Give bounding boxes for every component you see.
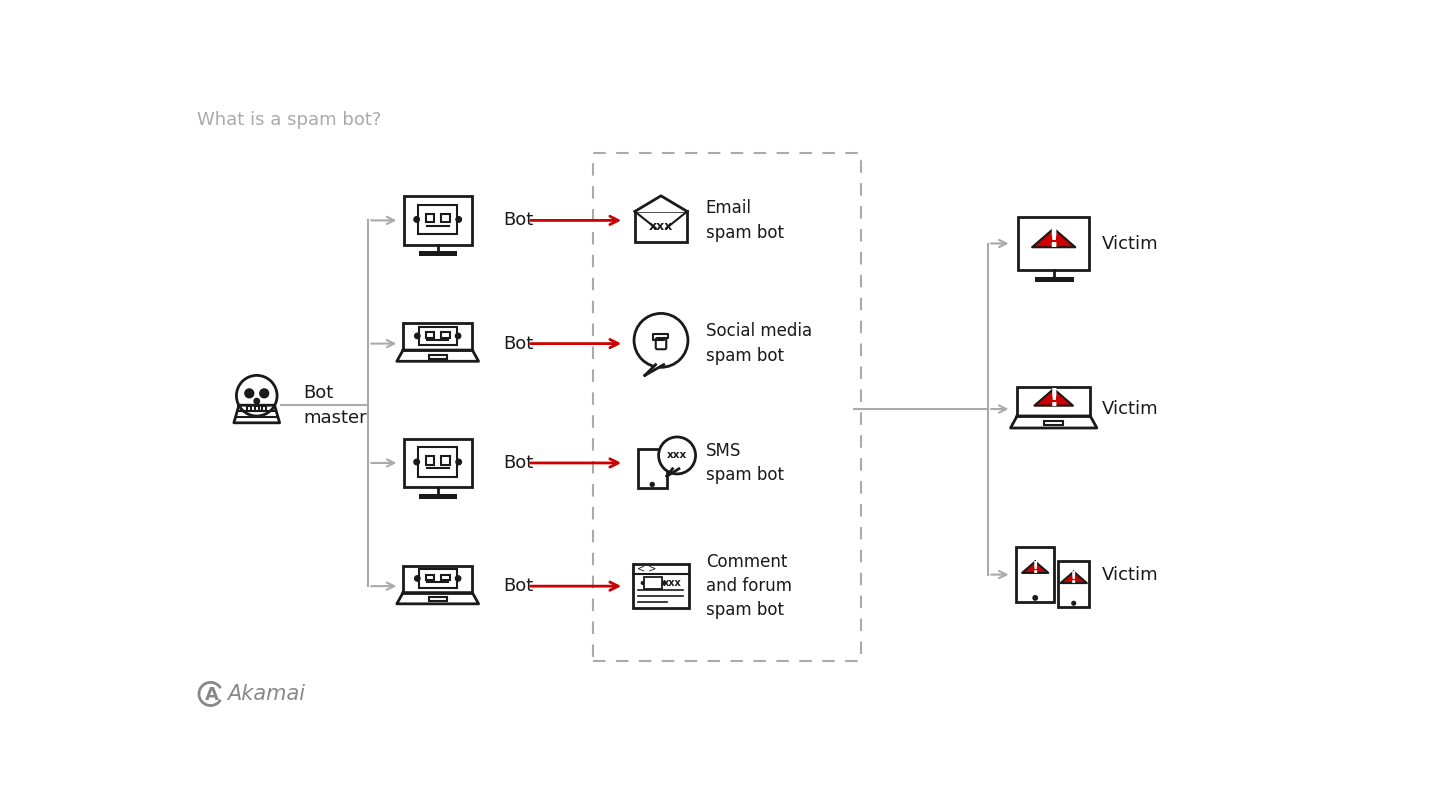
Polygon shape xyxy=(1011,416,1097,428)
Circle shape xyxy=(236,375,276,416)
FancyBboxPatch shape xyxy=(418,205,458,234)
FancyBboxPatch shape xyxy=(441,575,449,580)
Text: Bot: Bot xyxy=(503,335,533,352)
Circle shape xyxy=(259,389,269,398)
Circle shape xyxy=(651,483,654,487)
FancyBboxPatch shape xyxy=(1017,387,1090,416)
Text: A: A xyxy=(204,686,219,704)
Text: Bot: Bot xyxy=(503,578,533,595)
Polygon shape xyxy=(667,469,678,476)
FancyBboxPatch shape xyxy=(441,332,449,338)
FancyBboxPatch shape xyxy=(638,449,667,488)
Circle shape xyxy=(456,217,461,222)
Text: Comment
and forum
spam bot: Comment and forum spam bot xyxy=(706,553,792,620)
Circle shape xyxy=(245,389,253,398)
FancyBboxPatch shape xyxy=(403,323,472,350)
FancyBboxPatch shape xyxy=(425,214,435,222)
Text: !: ! xyxy=(1048,227,1060,253)
FancyBboxPatch shape xyxy=(403,439,471,487)
Polygon shape xyxy=(1022,561,1048,573)
Circle shape xyxy=(413,217,419,222)
FancyBboxPatch shape xyxy=(426,332,435,338)
Circle shape xyxy=(413,459,419,465)
FancyBboxPatch shape xyxy=(441,214,449,222)
FancyBboxPatch shape xyxy=(441,457,449,465)
Circle shape xyxy=(456,459,461,465)
Text: Victim: Victim xyxy=(1102,400,1158,418)
Circle shape xyxy=(455,576,461,581)
Circle shape xyxy=(641,582,644,584)
Polygon shape xyxy=(1061,572,1087,583)
FancyBboxPatch shape xyxy=(255,406,259,411)
Text: !: ! xyxy=(1031,561,1038,576)
Text: Bot: Bot xyxy=(503,454,533,472)
Polygon shape xyxy=(397,593,478,603)
Text: Victim: Victim xyxy=(1102,235,1158,253)
Polygon shape xyxy=(652,335,668,339)
FancyBboxPatch shape xyxy=(1018,217,1089,270)
FancyBboxPatch shape xyxy=(262,406,266,411)
Text: What is a spam bot?: What is a spam bot? xyxy=(197,111,382,129)
Circle shape xyxy=(415,333,420,339)
Text: xxx: xxx xyxy=(667,450,687,460)
Polygon shape xyxy=(233,405,279,423)
FancyBboxPatch shape xyxy=(655,338,667,349)
FancyBboxPatch shape xyxy=(635,211,687,242)
Circle shape xyxy=(662,582,665,584)
Text: Victim: Victim xyxy=(1102,565,1158,583)
Text: xxx: xxx xyxy=(662,578,681,588)
FancyBboxPatch shape xyxy=(403,566,472,593)
Text: xxx: xxx xyxy=(649,220,672,232)
FancyBboxPatch shape xyxy=(1044,420,1063,425)
FancyBboxPatch shape xyxy=(644,577,662,590)
Circle shape xyxy=(1032,595,1037,600)
Circle shape xyxy=(455,333,461,339)
Text: !: ! xyxy=(1048,387,1058,411)
FancyBboxPatch shape xyxy=(1017,547,1054,603)
FancyBboxPatch shape xyxy=(429,355,446,359)
FancyBboxPatch shape xyxy=(248,406,252,411)
FancyBboxPatch shape xyxy=(403,196,471,245)
FancyBboxPatch shape xyxy=(419,326,456,345)
Text: Email
spam bot: Email spam bot xyxy=(706,199,783,241)
Text: SMS
spam bot: SMS spam bot xyxy=(706,441,783,484)
FancyBboxPatch shape xyxy=(425,457,435,465)
FancyBboxPatch shape xyxy=(1058,561,1089,607)
Polygon shape xyxy=(645,364,664,375)
Circle shape xyxy=(1071,601,1076,605)
FancyBboxPatch shape xyxy=(419,569,456,587)
Circle shape xyxy=(253,399,259,404)
Polygon shape xyxy=(1034,389,1073,406)
Circle shape xyxy=(415,576,420,581)
Text: Social media
spam bot: Social media spam bot xyxy=(706,322,812,364)
Text: Bot
master: Bot master xyxy=(302,384,367,427)
Text: Akamai: Akamai xyxy=(228,684,305,704)
Polygon shape xyxy=(1032,228,1076,247)
Circle shape xyxy=(634,313,688,367)
FancyBboxPatch shape xyxy=(429,597,446,601)
Polygon shape xyxy=(397,350,478,361)
Text: Bot: Bot xyxy=(503,211,533,229)
Text: !: ! xyxy=(1070,571,1077,586)
Polygon shape xyxy=(635,196,687,211)
FancyBboxPatch shape xyxy=(634,564,688,608)
Text: < >: < > xyxy=(638,565,657,574)
FancyBboxPatch shape xyxy=(426,575,435,580)
Circle shape xyxy=(658,437,696,474)
FancyBboxPatch shape xyxy=(418,447,458,476)
